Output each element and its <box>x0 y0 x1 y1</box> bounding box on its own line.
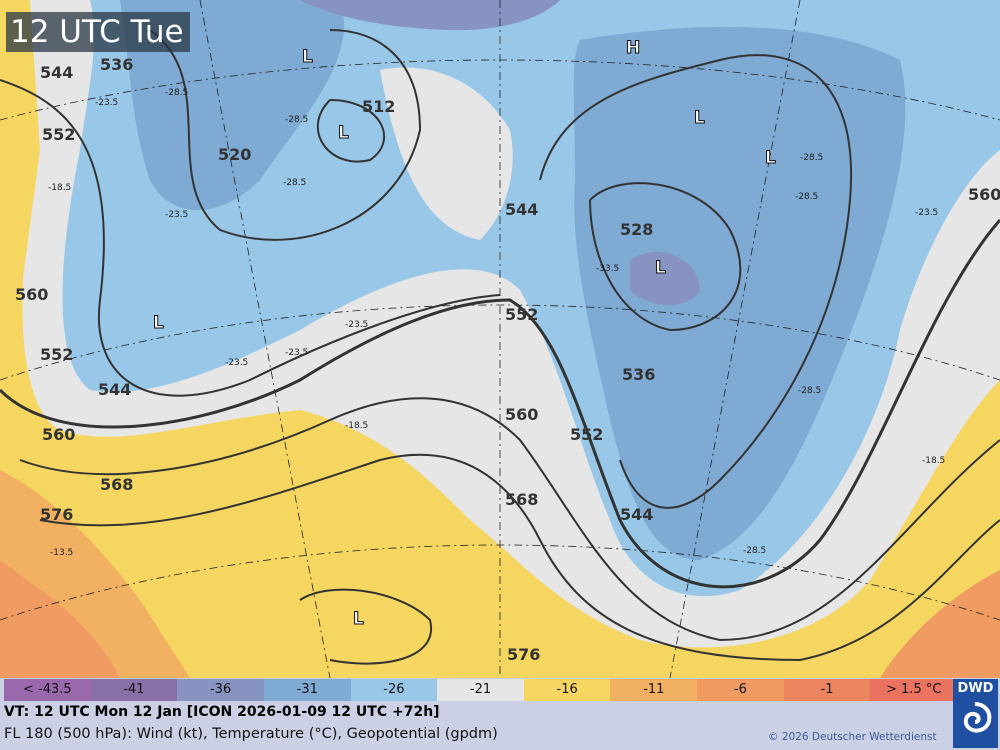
contour-labels: 544 536 552 520 512 528 544 552 560 536 552 544 560 5… <box>15 55 1000 664</box>
valid-time-title: 12 UTC Tue <box>6 12 190 52</box>
temp-field-blue-west <box>120 0 344 210</box>
temp-field-yellow-west <box>0 60 40 330</box>
graticule <box>0 0 1000 678</box>
contour-label: 512 <box>362 97 395 116</box>
pressure-center: H <box>626 38 640 58</box>
copyright: © 2026 Deutscher Wetterdienst <box>768 731 937 743</box>
contour-label: 528 <box>620 220 653 239</box>
temp-field-blue <box>573 26 906 560</box>
pressure-center: L <box>765 148 776 168</box>
contour-label: 568 <box>505 490 538 509</box>
temp-field-white-north <box>380 67 513 240</box>
temperature-label: -23.5 <box>225 358 248 368</box>
legend-bin: -36 <box>177 679 264 701</box>
temperature-label: -28.5 <box>283 178 306 188</box>
pressure-center: L <box>338 123 349 143</box>
contour-label: 544 <box>40 63 73 82</box>
legend-bin: -6 <box>697 679 784 701</box>
geopotential-contours <box>0 29 1000 665</box>
legend-bin: -26 <box>350 679 438 701</box>
contour-label: 544 <box>505 200 538 219</box>
temperature-label: -28.5 <box>795 192 818 202</box>
legend-bin: -1 <box>783 679 871 701</box>
temperature-label: -28.5 <box>798 386 821 396</box>
legend-bin: < -43.5 <box>4 679 91 701</box>
temperature-label: -28.5 <box>285 115 308 125</box>
pressure-center: L <box>302 47 313 67</box>
temperature-legend: < -43.5 -41 -36 -31 -26 -21 -16 -11 -6 -1 > 1.5 °C <box>4 679 958 701</box>
temperature-label: -33.5 <box>596 264 619 274</box>
pressure-center: L <box>655 258 666 278</box>
temperature-label: -28.5 <box>800 153 823 163</box>
logo-text: DWD <box>957 681 994 696</box>
contour-label: 552 <box>570 425 603 444</box>
contour-label: 576 <box>507 645 540 664</box>
contour-label: 576 <box>40 505 73 524</box>
contour-label: 552 <box>505 305 538 324</box>
temperature-label: -18.5 <box>345 421 368 431</box>
legend-bin: -31 <box>263 679 351 701</box>
legend-bin: > 1.5 °C <box>870 679 958 701</box>
temp-field-cold-core <box>630 251 700 305</box>
temperature-label: -28.5 <box>165 88 188 98</box>
valid-time-info: VT: 12 UTC Mon 12 Jan [ICON 2026-01-09 1… <box>4 704 440 720</box>
temperature-label: -18.5 <box>922 456 945 466</box>
legend-bin: -41 <box>90 679 178 701</box>
temperature-label: -23.5 <box>165 210 188 220</box>
temp-field-cold-north <box>300 0 560 30</box>
temperature-label: -23.5 <box>915 208 938 218</box>
contour-label: 560 <box>968 185 1000 204</box>
contour-label: 536 <box>622 365 655 384</box>
dwd-logo: DWD <box>953 679 998 748</box>
contour-label: 552 <box>42 125 75 144</box>
contour-label: 544 <box>620 505 653 524</box>
temperature-label: -18.5 <box>48 183 71 193</box>
temperature-label: -23.5 <box>95 98 118 108</box>
dwd-swirl-icon <box>963 702 992 733</box>
pressure-centers: L L H L L L L L <box>153 38 777 630</box>
contour-label: 560 <box>15 285 48 304</box>
legend-bin: -16 <box>523 679 611 701</box>
pressure-center: L <box>153 313 164 333</box>
weather-map: 544 536 552 520 512 528 544 552 560 536 552 544 560 5… <box>0 0 1000 678</box>
temperature-label: -13.5 <box>50 548 73 558</box>
legend-bin: -21 <box>437 679 524 701</box>
contour-label: 536 <box>100 55 133 74</box>
contour-label: 520 <box>218 145 251 164</box>
pressure-center: L <box>694 108 705 128</box>
temperature-label: -28.5 <box>743 546 766 556</box>
pressure-center: L <box>353 609 364 629</box>
contour-label: 544 <box>98 380 131 399</box>
contour-label: 552 <box>40 345 73 364</box>
chart-description: FL 180 (500 hPa): Wind (kt), Temperature… <box>4 726 498 742</box>
temperature-label: -23.5 <box>285 348 308 358</box>
legend-bin: -11 <box>610 679 698 701</box>
temperature-labels: -23.5 -28.5 -28.5 -18.5 -23.5 -28.5 -23.5 -23.5… <box>48 88 945 558</box>
temp-field-orange-east <box>880 570 1000 678</box>
contour-label: 560 <box>505 405 538 424</box>
temp-field-orange-dark <box>0 560 120 678</box>
contour-label: 560 <box>42 425 75 444</box>
temperature-label: -23.5 <box>345 320 368 330</box>
contour-label: 568 <box>100 475 133 494</box>
